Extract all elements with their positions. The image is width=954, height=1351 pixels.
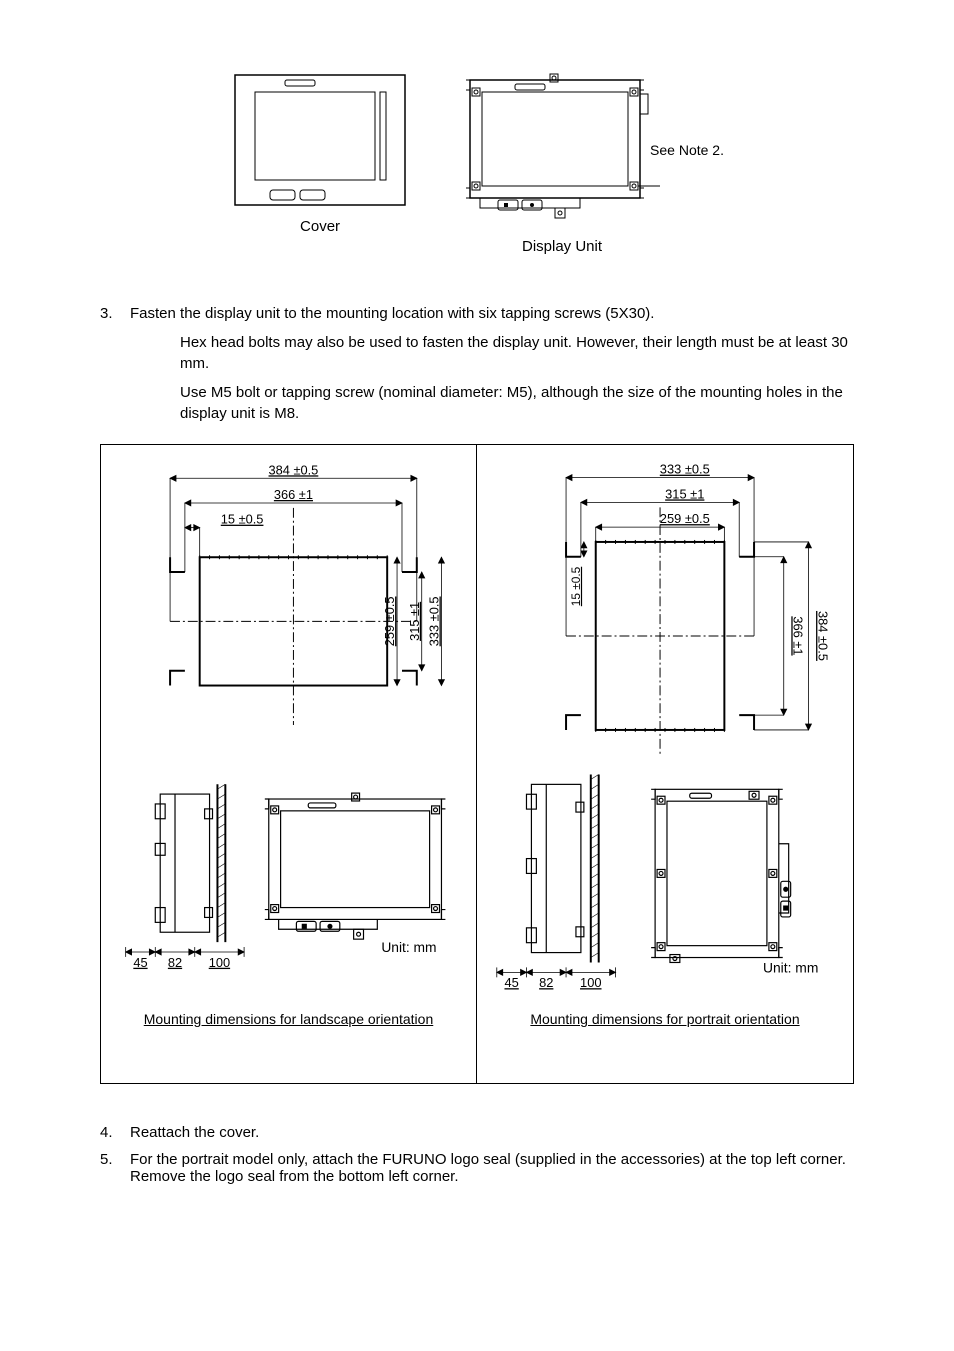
step-3-text: Fasten the display unit to the mounting … bbox=[130, 305, 854, 322]
svg-text:384 ±0.5: 384 ±0.5 bbox=[269, 462, 319, 477]
svg-text:82: 82 bbox=[168, 955, 182, 970]
svg-text:15 ±0.5: 15 ±0.5 bbox=[221, 512, 264, 527]
svg-text:259 ±0.5: 259 ±0.5 bbox=[382, 596, 397, 646]
svg-text:Unit: mm: Unit: mm bbox=[381, 939, 436, 955]
svg-text:82: 82 bbox=[539, 975, 553, 990]
svg-text:315 ±1: 315 ±1 bbox=[407, 602, 422, 641]
cover-figure: Cover bbox=[230, 70, 410, 255]
step-4-num: 4. bbox=[100, 1124, 130, 1141]
step-3: 3. Fasten the display unit to the mounti… bbox=[100, 305, 854, 322]
step-4: 4. Reattach the cover. bbox=[100, 1124, 854, 1141]
landscape-drawing: 384 ±0.5 366 ±1 15 ±0.5 259 ±0.5 315 ±1 … bbox=[101, 445, 477, 1083]
svg-text:333 ±0.5: 333 ±0.5 bbox=[660, 462, 710, 477]
display-unit-drawing bbox=[460, 70, 660, 230]
svg-text:366 ±1: 366 ±1 bbox=[791, 616, 806, 655]
svg-text:45: 45 bbox=[133, 955, 147, 970]
svg-text:333 ±0.5: 333 ±0.5 bbox=[427, 596, 442, 646]
display-figure-wrapper: See Note 2. Display Unit bbox=[460, 70, 724, 255]
landscape-caption: Mounting dimensions for landscape orient… bbox=[144, 1011, 434, 1027]
step-3-sub2: Use M5 bolt or tapping screw (nominal di… bbox=[180, 382, 854, 424]
landscape-svg: 384 ±0.5 366 ±1 15 ±0.5 259 ±0.5 315 ±1 … bbox=[101, 445, 476, 1005]
svg-text:15 ±0.5: 15 ±0.5 bbox=[569, 566, 583, 606]
svg-text:315 ±1: 315 ±1 bbox=[665, 486, 704, 501]
step-5: 5. For the portrait model only, attach t… bbox=[100, 1151, 854, 1185]
svg-text:Unit: mm: Unit: mm bbox=[763, 959, 818, 975]
step-5-num: 5. bbox=[100, 1151, 130, 1185]
portrait-drawing: 333 ±0.5 315 ±1 259 ±0.5 15 ±0.5 366 ±1 … bbox=[477, 445, 853, 1083]
svg-text:384 ±0.5: 384 ±0.5 bbox=[815, 611, 830, 661]
dimensional-drawings: 384 ±0.5 366 ±1 15 ±0.5 259 ±0.5 315 ±1 … bbox=[100, 444, 854, 1084]
see-note-label: See Note 2. bbox=[650, 142, 724, 158]
svg-text:100: 100 bbox=[209, 955, 230, 970]
svg-text:366 ±1: 366 ±1 bbox=[274, 487, 313, 502]
svg-text:45: 45 bbox=[504, 975, 518, 990]
portrait-svg: 333 ±0.5 315 ±1 259 ±0.5 15 ±0.5 366 ±1 … bbox=[477, 445, 853, 1005]
svg-text:100: 100 bbox=[580, 975, 601, 990]
svg-text:259 ±0.5: 259 ±0.5 bbox=[660, 511, 710, 526]
display-unit-label: Display Unit bbox=[522, 238, 602, 255]
step-4-text: Reattach the cover. bbox=[130, 1124, 854, 1141]
top-figure-row: Cover bbox=[100, 70, 854, 255]
step-5-text: For the portrait model only, attach the … bbox=[130, 1151, 854, 1185]
cover-label: Cover bbox=[300, 218, 340, 235]
cover-drawing bbox=[230, 70, 410, 210]
step-3-num: 3. bbox=[100, 305, 130, 322]
portrait-caption: Mounting dimensions for portrait orienta… bbox=[530, 1011, 799, 1027]
step-3-sub1: Hex head bolts may also be used to faste… bbox=[180, 332, 854, 374]
